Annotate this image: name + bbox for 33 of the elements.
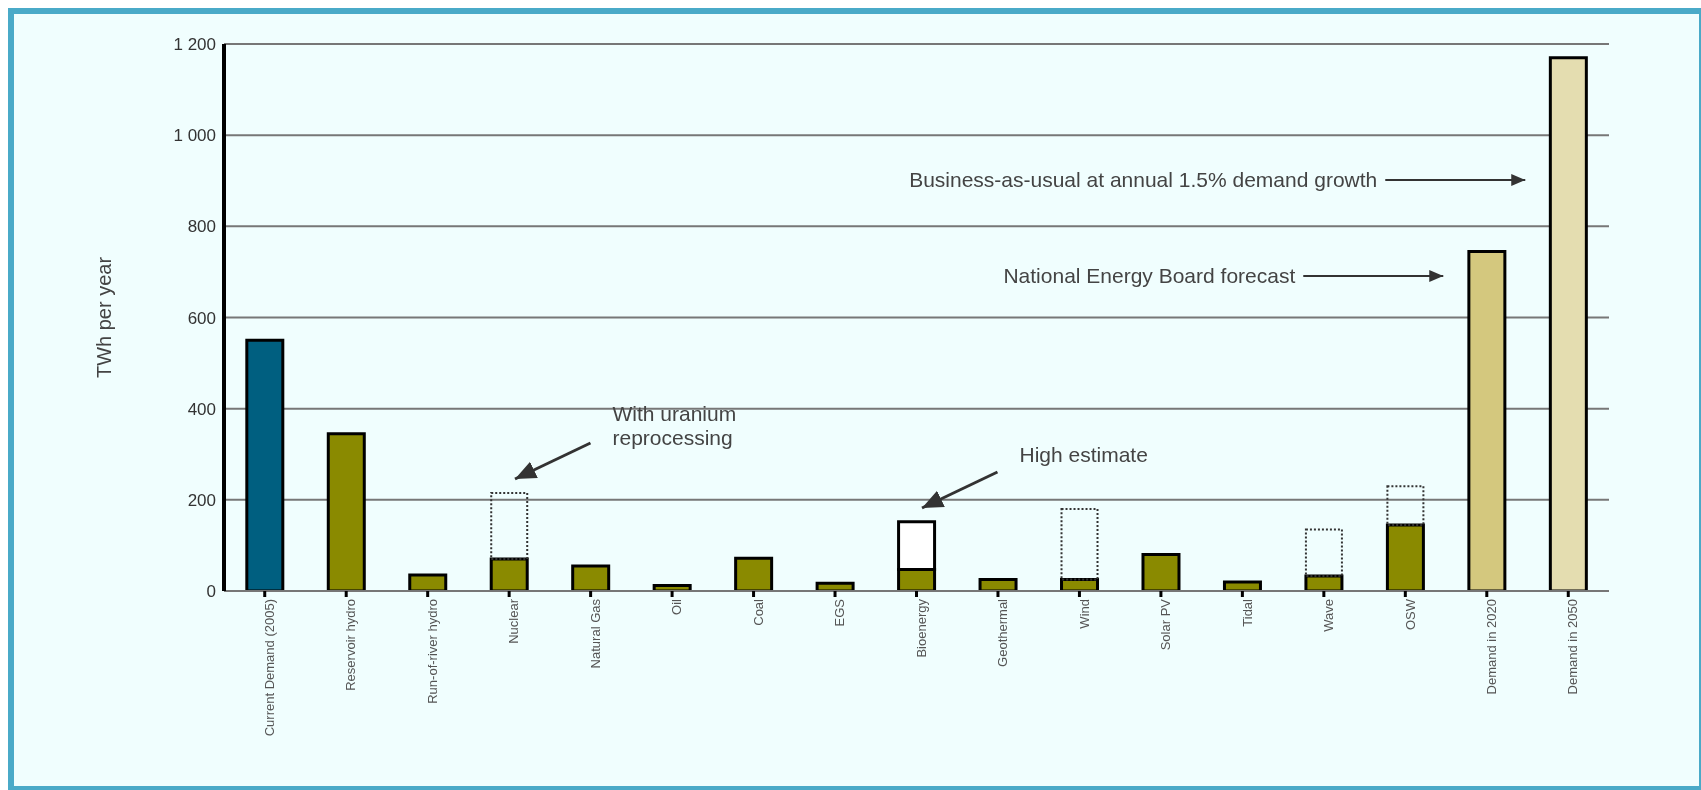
- x-tick-label: Solar PV: [1158, 598, 1174, 651]
- x-tick-label: Current Demand (2005): [261, 599, 277, 737]
- x-tick-label: Natural Gas: [587, 598, 603, 669]
- x-tick-label: EGS: [832, 598, 848, 627]
- x-tick-label: Wave: [1321, 599, 1337, 632]
- y-tick-label: 0: [206, 582, 216, 602]
- y-tick-label: 600: [187, 308, 216, 328]
- y-axis-title: TWh per year: [93, 256, 116, 379]
- bar: [490, 492, 529, 561]
- bar: [1386, 485, 1425, 526]
- x-tick-label: Nuclear: [506, 598, 522, 644]
- y-tick-label: 1 200: [173, 35, 216, 55]
- x-tick-label: Demand in 2050: [1565, 599, 1581, 695]
- x-tick-label: Coal: [750, 598, 766, 626]
- x-tick-label: Tidal: [1239, 598, 1255, 627]
- annotation: Business-as-usual at annual 1.5% demand growth: [909, 168, 1378, 191]
- x-tick-label: Run-of-river hydro: [424, 599, 440, 704]
- x-tick-label: Geothermal: [995, 598, 1011, 667]
- bar: [1304, 528, 1343, 577]
- x-tick-label: Oil: [669, 598, 685, 615]
- x-tick-label: Demand in 2020: [1484, 599, 1500, 695]
- annotation: With uranium reprocessing: [612, 402, 737, 449]
- y-tick-label: 400: [187, 399, 216, 419]
- x-tick-label: Reservoir hydro: [343, 599, 359, 691]
- x-tick-label: OSW: [1402, 598, 1418, 631]
- y-tick-label: 800: [187, 217, 216, 237]
- x-tick-label: Wind: [1076, 599, 1092, 629]
- y-tick-label: 200: [187, 490, 216, 510]
- x-tick-label: Bioenergy: [913, 598, 929, 658]
- y-tick-label: 1 000: [173, 126, 216, 146]
- annotation: High estimate: [1019, 443, 1148, 466]
- bar: [1060, 507, 1099, 581]
- annotation: National Energy Board forecast: [1003, 264, 1296, 287]
